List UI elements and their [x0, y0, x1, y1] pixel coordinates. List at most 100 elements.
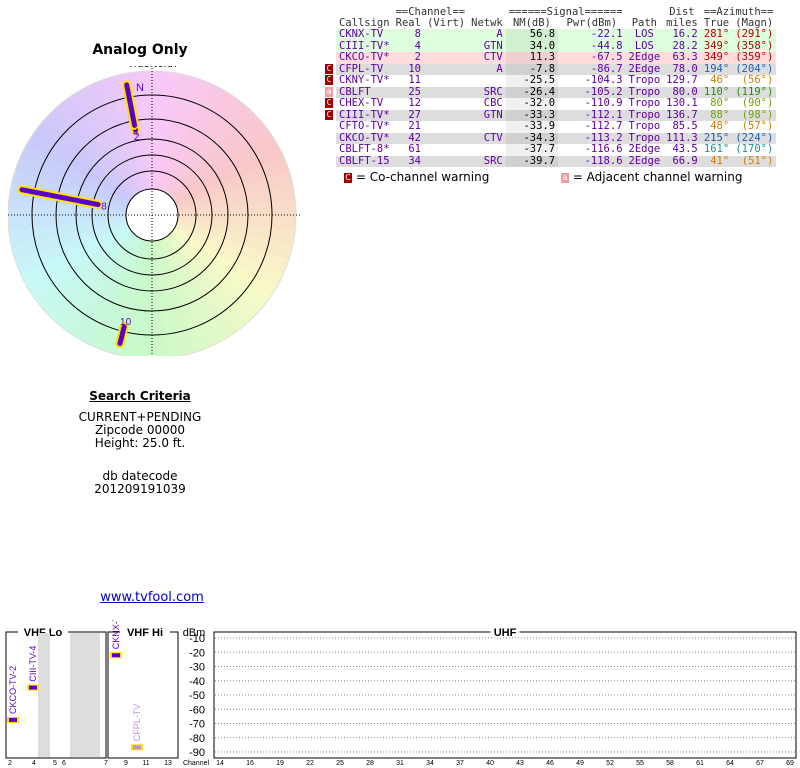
power-cell: -44.8: [590, 39, 623, 52]
network-cell: SRC: [483, 154, 503, 167]
path-cell: 2Edge: [628, 62, 661, 75]
adjacent-icon: a: [560, 172, 569, 183]
station-marker: [112, 653, 120, 658]
callsign-cell: CIII-TV*: [339, 108, 390, 121]
path-cell: Tropo: [628, 74, 661, 86]
criteria-zipcode: Zipcode 00000: [94, 423, 186, 437]
path-cell: Tropo: [628, 97, 661, 109]
y-tick-label: -30: [189, 662, 205, 674]
azimuth-true-cell: 349°: [703, 39, 730, 52]
header-virt: (Virt): [427, 17, 466, 29]
vhf-lo-tick: 5: [53, 760, 57, 767]
y-tick-label: -80: [189, 733, 205, 745]
y-tick-label: -20: [189, 647, 205, 659]
y-tick-label: -90: [189, 747, 205, 759]
virt-channel-cell: [424, 87, 468, 99]
nm-cell: 34.0: [505, 40, 559, 52]
warn-cell: [322, 121, 336, 133]
vhf-hi-tick: 9: [124, 760, 128, 767]
table-row: CBLFT-8* 61 -37.7 -116.6 2Edge 43.5 161° (170°): [322, 143, 777, 156]
table-row: C CFPL-TV 10 A -7.8 -86.7 2Edge 78.0 194° (204°): [322, 62, 777, 76]
warn-cell: C: [322, 98, 336, 110]
uhf-tick: 19: [276, 760, 284, 767]
table-row: CBLFT-15 34 SRC -39.7 -118.6 2Edge 66.9 41° (51°…: [322, 154, 777, 167]
path-cell: Tropo: [628, 120, 661, 132]
uhf-tick: 52: [606, 760, 614, 767]
virt-channel-cell: [424, 133, 468, 145]
azimuth-true-cell: 46°: [710, 74, 730, 86]
network-cell: [468, 144, 506, 156]
warn-cell: [322, 155, 336, 167]
power-cell: -110.9: [584, 97, 623, 109]
azimuth-true-cell: 281°: [703, 28, 730, 40]
miles-cell: 16.2: [672, 28, 698, 40]
tvfool-link[interactable]: www.tvfool.com: [100, 590, 204, 605]
uhf-tick: 49: [576, 760, 584, 767]
uhf-tick: 64: [726, 760, 734, 767]
warn-cell: [322, 132, 336, 144]
uhf-tick: 55: [636, 760, 644, 767]
table-row: CFTO-TV* 21 -33.9 -112.7 Tropo 85.5 48° (57°): [322, 120, 777, 133]
network-cell: CTV: [483, 51, 503, 63]
criteria-mode: CURRENT+PENDING: [78, 410, 202, 424]
callsign-cell: CFPL-TV: [339, 62, 384, 75]
header-magn: (Magn): [735, 17, 774, 29]
nm-cell: -7.8: [505, 63, 559, 75]
callsign-cell: CKCO-TV*: [339, 51, 390, 63]
cochannel-warning-icon: C: [325, 98, 333, 108]
nm-cell: -34.3: [505, 132, 559, 144]
nm-cell: -25.5: [505, 74, 559, 87]
azimuth-magn-cell: (170°): [735, 143, 774, 155]
power-cell: -116.6: [584, 143, 623, 155]
path-cell: LOS: [634, 39, 654, 52]
header-callsign: Callsign: [339, 17, 390, 29]
warn-cell: C: [322, 75, 336, 87]
table-row: C CKNY-TV* 11 -25.5 -104.3 Tropo 129.7 46° (56°): [322, 74, 777, 87]
azimuth-true-cell: 194°: [703, 62, 730, 75]
warn-cell: a: [322, 86, 336, 98]
uhf-tick: 16: [246, 760, 254, 767]
table-row: CKNX-TV 8 A 56.8 -22.1 LOS 16.2 281° (291°): [322, 28, 777, 41]
virt-channel-cell: [424, 64, 468, 76]
azimuth-magn-cell: (291°): [735, 28, 774, 40]
adjacent-warning-icon: a: [325, 86, 333, 97]
warn-cell: [322, 52, 336, 64]
callsign-cell: CHEX-TV: [339, 97, 384, 109]
callsign-cell: CBLFT-15: [339, 154, 390, 167]
callsign-cell: CKNX-TV: [339, 28, 384, 40]
true-north-label: TrueNorth: [127, 66, 176, 70]
azimuth-magn-cell: (56°): [741, 74, 774, 86]
nm-cell: -26.4: [505, 86, 559, 98]
network-cell: CTV: [483, 131, 503, 144]
azimuth-magn-cell: (358°): [735, 39, 774, 52]
table-row: a CBLFT 25 SRC -26.4 -105.2 Tropo 80.0 110° (119°…: [322, 86, 777, 99]
group-header-dist: Dist: [669, 6, 695, 18]
criteria-heading: Search Criteria: [89, 389, 191, 403]
vhf-hi-tick: 7: [104, 760, 108, 767]
y-tick-label: -40: [189, 676, 205, 688]
azimuth-true-cell: 349°: [703, 51, 730, 63]
uhf-tick: 28: [366, 760, 374, 767]
power-cell: -112.1: [584, 108, 623, 121]
north-marker-label: N: [136, 82, 144, 94]
radar-title: Analog Only: [92, 42, 188, 58]
miles-cell: 63.3: [672, 51, 698, 63]
header-netwk: Netwk: [471, 17, 503, 29]
header-pwr: Pwr(dBm): [566, 17, 618, 29]
real-channel-cell: 42: [408, 131, 421, 144]
azimuth-true-cell: 48°: [710, 120, 730, 132]
y-tick-label: -70: [189, 719, 205, 731]
cochannel-warning-icon: C: [325, 63, 333, 74]
y-axis-label: dBm: [183, 627, 206, 639]
vhf-lo-tick: 6: [62, 760, 66, 767]
real-channel-cell: 2: [414, 51, 421, 63]
callsign-cell: CKCO-TV*: [339, 131, 390, 144]
vhf-hi-panel: [107, 631, 179, 759]
miles-cell: 78.0: [672, 62, 698, 75]
uhf-tick: 14: [216, 760, 224, 767]
table-header-row: Callsign Real (Virt) Netwk NM(dB) Pwr(dB…: [322, 18, 776, 29]
path-cell: 2Edge: [628, 154, 661, 167]
virt-channel-cell: [424, 98, 468, 110]
warn-cell: [322, 144, 336, 156]
vhf-hi-tick: 11: [142, 760, 149, 767]
